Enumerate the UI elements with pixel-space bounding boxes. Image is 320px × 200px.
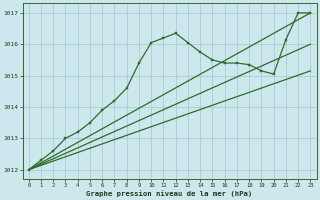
X-axis label: Graphe pression niveau de la mer (hPa): Graphe pression niveau de la mer (hPa) bbox=[86, 190, 253, 197]
